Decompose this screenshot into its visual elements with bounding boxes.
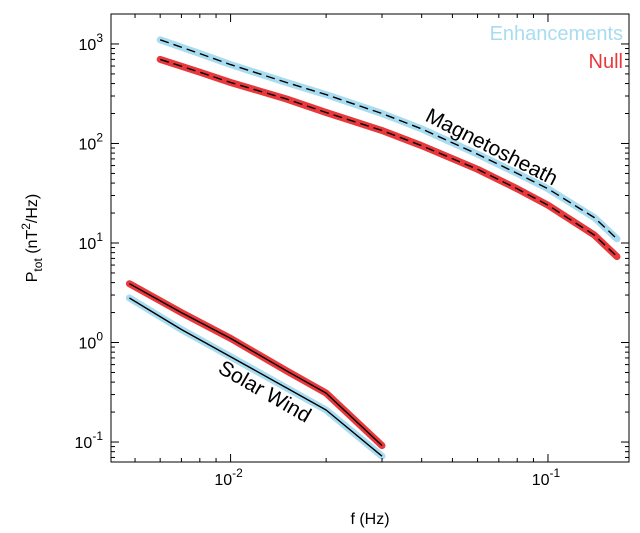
y-tick-label: 10-1: [75, 429, 104, 452]
tick-layer: 10-2 10-1 10-1 100 101 102 103: [75, 14, 629, 489]
legend-entry-enhancements: Enhancements: [490, 23, 623, 45]
y-tick-label: 102: [79, 130, 104, 153]
series-line-solar-wind-enhancements: [129, 297, 383, 457]
series-band-magnetosheath-null: [156, 55, 621, 261]
y-tick-label: 103: [79, 31, 104, 54]
y-axis-label: Ptot (nT2/Hz): [19, 194, 45, 282]
series-solar-wind-null: [125, 280, 386, 450]
legend: Enhancements Null: [490, 23, 623, 73]
series-line-solar-wind-null: [129, 283, 383, 447]
series-layer: [125, 36, 621, 460]
series-solar-wind-enhancements: [125, 294, 386, 460]
x-tick-label: 10-2: [214, 466, 243, 489]
y-tick-label: 100: [79, 330, 104, 353]
legend-entry-null: Null: [589, 51, 623, 73]
series-magnetosheath-null: [156, 55, 621, 261]
x-axis-label: f (Hz): [350, 511, 389, 528]
series-line-magnetosheath-enhancements: [159, 39, 618, 240]
y-axis-title: Ptot (nT2/Hz): [19, 194, 45, 282]
y-tick-label: 101: [79, 230, 104, 253]
series-line-magnetosheath-null: [159, 58, 618, 258]
series-magnetosheath-enhancements: [156, 36, 621, 243]
plot-frame: [110, 13, 630, 463]
x-tick-label: 10-1: [532, 466, 561, 489]
